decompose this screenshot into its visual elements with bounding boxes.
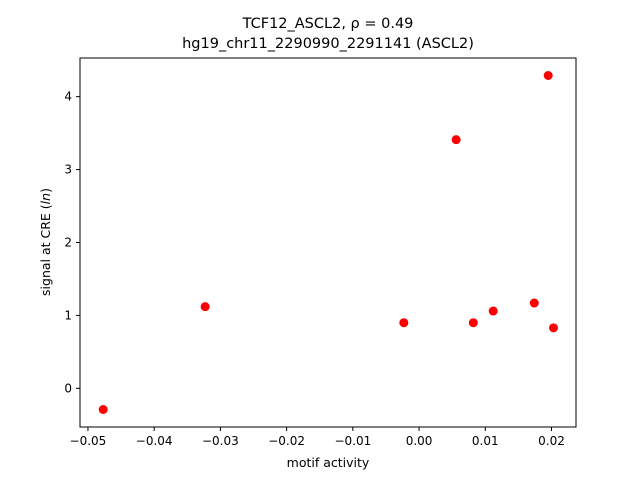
data-point — [399, 318, 409, 328]
x-tick-label: −0.04 — [136, 434, 173, 448]
x-tick-label: −0.01 — [334, 434, 371, 448]
y-tick-label: 4 — [64, 90, 72, 104]
plot-frame — [79, 57, 577, 428]
x-tick-label: −0.02 — [268, 434, 305, 448]
data-point — [98, 404, 108, 414]
data-point — [200, 302, 210, 312]
y-tick-label: 3 — [64, 163, 72, 177]
data-point — [543, 71, 553, 81]
y-tick-label: 1 — [64, 308, 72, 322]
y-axis-ticks: 0 1 2 3 4 — [64, 90, 80, 395]
x-tick-label: −0.05 — [70, 434, 107, 448]
x-tick-label: 0.00 — [406, 434, 433, 448]
data-point — [529, 298, 539, 308]
data-point — [451, 135, 461, 145]
x-tick-label: 0.01 — [472, 434, 499, 448]
data-points — [98, 71, 558, 414]
data-point — [488, 306, 498, 316]
chart-title: TCF12_ASCL2, ρ = 0.49 — [242, 16, 414, 32]
x-axis-ticks: −0.05 −0.04 −0.03 −0.02 −0.01 0.00 0.01 0.02 — [70, 427, 565, 448]
data-point — [468, 318, 478, 328]
x-tick-label: −0.03 — [202, 434, 239, 448]
x-axis-label: motif activity — [287, 455, 370, 470]
y-axis-label: signal at CRE (ln) — [38, 188, 53, 296]
y-axis-label-italic: ln — [38, 193, 53, 204]
x-tick-label: 0.02 — [538, 434, 565, 448]
y-axis-label-suffix: ) — [38, 188, 53, 193]
y-tick-label: 2 — [64, 236, 72, 250]
y-tick-label: 0 — [64, 381, 72, 395]
y-axis-label-prefix: signal at CRE ( — [38, 204, 53, 296]
data-point — [548, 323, 558, 333]
chart-subtitle: hg19_chr11_2290990_2291141 (ASCL2) — [182, 36, 474, 52]
